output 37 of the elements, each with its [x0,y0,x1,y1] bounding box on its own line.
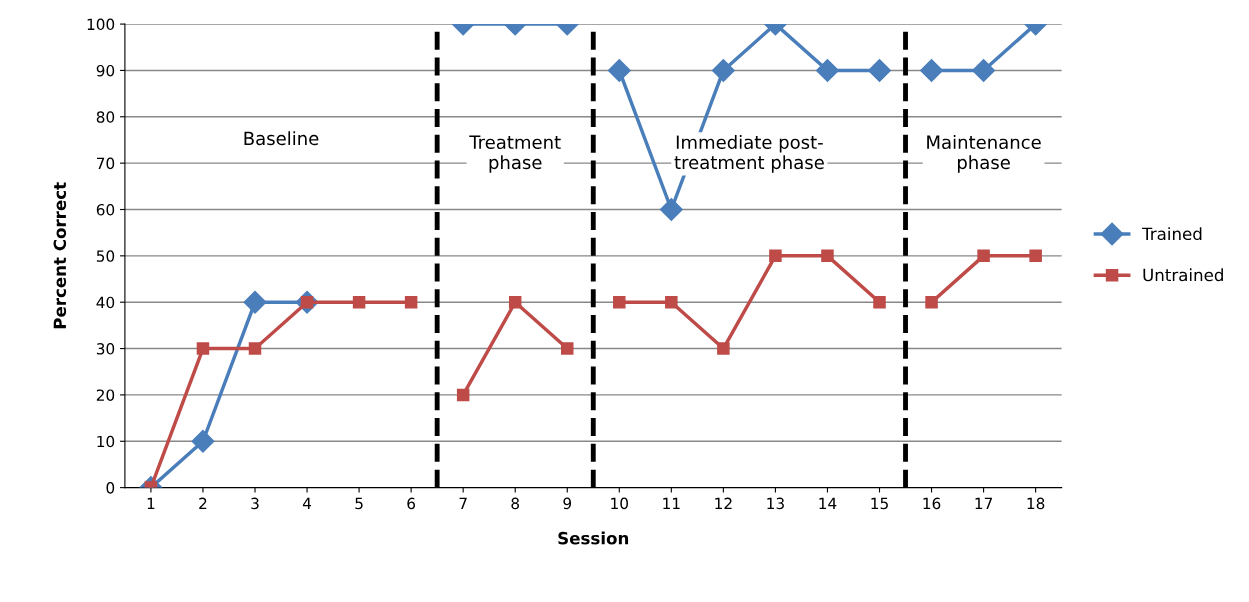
y-axis-title: Percent Correct [53,182,67,329]
x-tick-label: 5 [355,497,363,510]
annotation: Baseline [244,131,319,146]
y-tick-label: 10 [97,435,115,448]
x-tick-label: 10 [611,497,628,510]
y-tick-label: 60 [96,203,115,216]
annotation: Maintenance phase [927,135,1041,173]
y-tick-label: 70 [96,157,115,170]
x-tick-label: 11 [663,497,680,509]
x-tick-label: 3 [251,497,259,510]
x-tick-label: 17 [975,497,992,509]
annotation: Immediate post- treatment phase [674,135,824,173]
x-tick-label: 6 [407,497,416,510]
x-tick-label: 18 [1027,497,1045,510]
y-tick-label: 30 [96,343,115,355]
x-tick-label: 14 [819,497,837,509]
x-tick-label: 7 [459,497,467,509]
y-tick-label: 0 [106,482,115,494]
x-tick-label: 8 [511,497,520,510]
y-tick-label: 100 [87,18,115,31]
x-tick-label: 16 [923,497,941,510]
y-tick-label: 50 [96,250,115,262]
x-tick-label: 15 [871,497,888,510]
y-tick-label: 90 [96,64,115,77]
y-tick-label: 80 [96,111,115,123]
x-tick-label: 12 [715,497,732,509]
x-tick-label: 9 [563,497,572,510]
annotation: Treatment phase [469,135,561,173]
x-tick-label: 1 [147,497,155,509]
y-tick-label: 20 [96,389,115,401]
legend-label: Trained [1142,227,1202,241]
x-tick-label: 13 [767,497,784,510]
x-tick-label: 4 [302,497,312,509]
x-tick-label: 2 [199,497,207,509]
y-tick-label: 40 [96,296,115,309]
legend-label: Untrained [1143,268,1223,282]
x-axis-title: Session [558,531,629,545]
